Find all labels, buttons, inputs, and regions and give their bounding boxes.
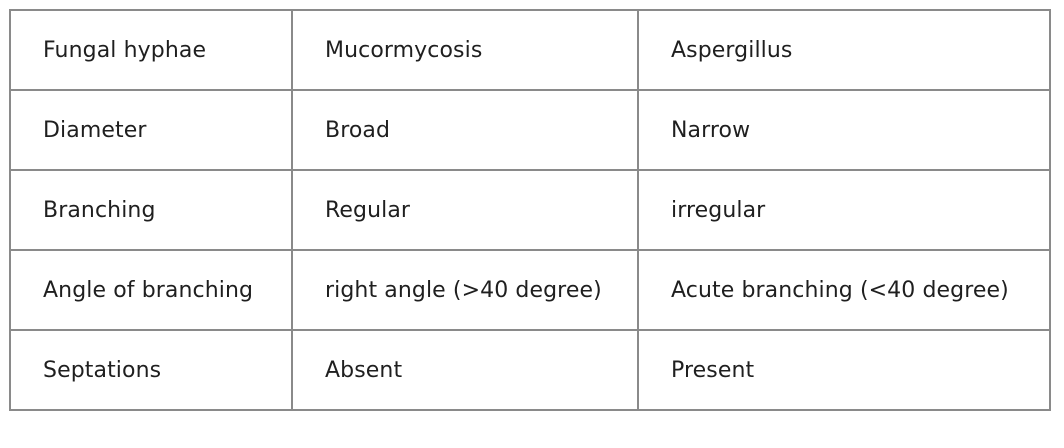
table-cell: irregular	[637, 169, 1051, 251]
table-cell: Broad	[291, 89, 639, 171]
comparison-table-container: Fungal hyphae Mucormycosis Aspergillus D…	[9, 9, 1051, 411]
table-cell: Aspergillus	[637, 9, 1051, 91]
table-row: Septations Absent Present	[9, 329, 1051, 411]
table-row: Fungal hyphae Mucormycosis Aspergillus	[9, 9, 1051, 91]
table-cell: Angle of branching	[9, 249, 293, 331]
table-cell: Diameter	[9, 89, 293, 171]
table-cell: Branching	[9, 169, 293, 251]
table-cell: Acute branching (<40 degree)	[637, 249, 1051, 331]
table-cell: Mucormycosis	[291, 9, 639, 91]
table-row: Angle of branching right angle (>40 degr…	[9, 249, 1051, 331]
table-cell: right angle (>40 degree)	[291, 249, 639, 331]
table-cell: Regular	[291, 169, 639, 251]
table-row: Diameter Broad Narrow	[9, 89, 1051, 171]
table-cell: Fungal hyphae	[9, 9, 293, 91]
comparison-table: Fungal hyphae Mucormycosis Aspergillus D…	[9, 9, 1051, 411]
table-cell: Present	[637, 329, 1051, 411]
table-row: Branching Regular irregular	[9, 169, 1051, 251]
table-cell: Absent	[291, 329, 639, 411]
table-cell: Narrow	[637, 89, 1051, 171]
table-cell: Septations	[9, 329, 293, 411]
